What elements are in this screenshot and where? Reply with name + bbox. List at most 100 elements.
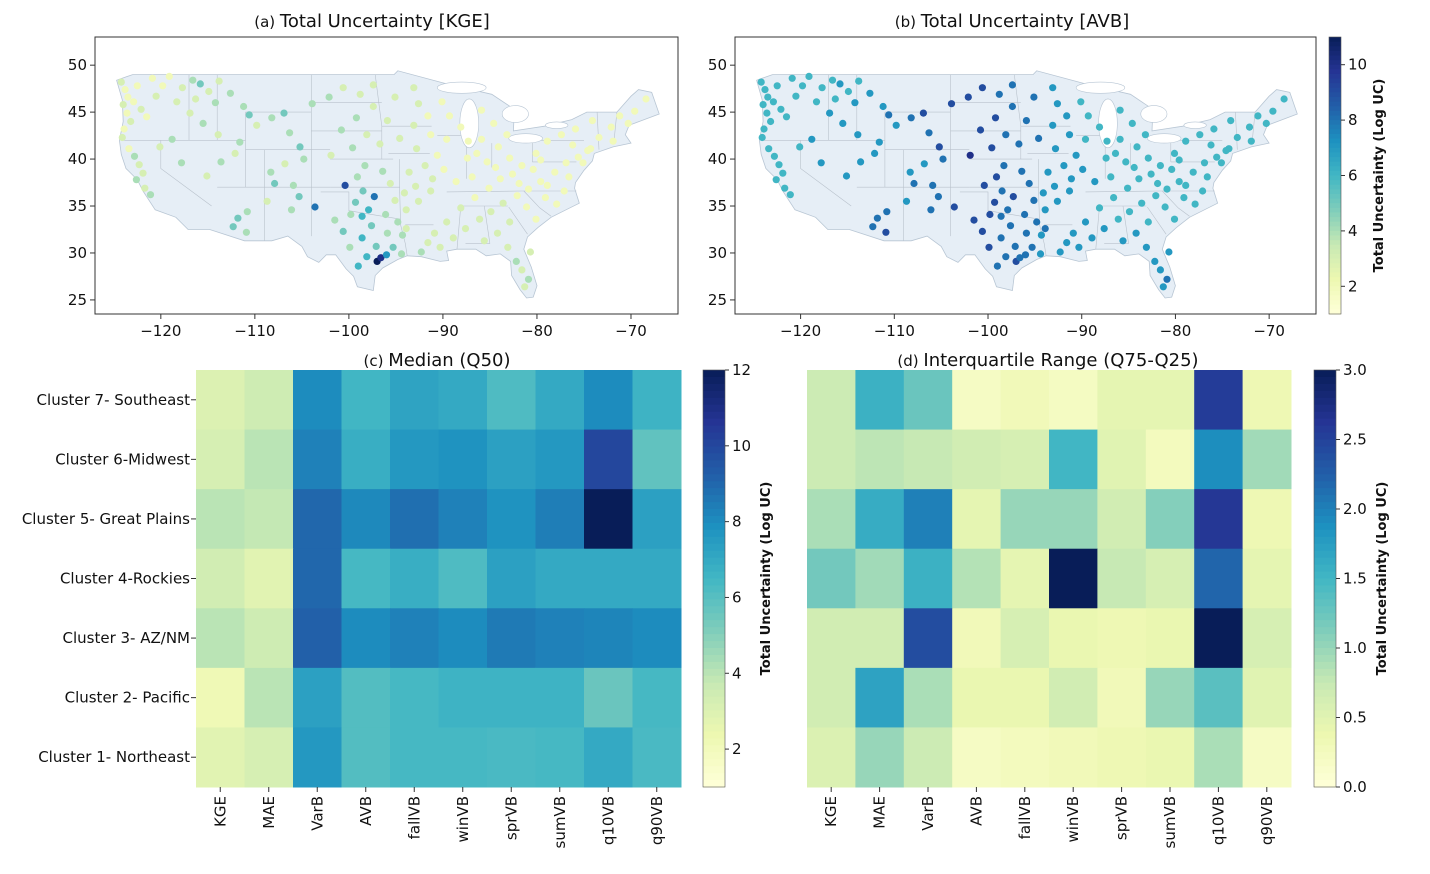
gauge-point <box>1269 107 1277 115</box>
great-lake <box>545 121 569 129</box>
gauge-point <box>883 208 891 216</box>
gauge-point <box>1156 162 1164 170</box>
gauge-point <box>541 194 550 202</box>
heatmap-cell <box>196 667 245 728</box>
gauge-point <box>133 82 141 90</box>
gauge-point <box>405 168 413 176</box>
gauge-point <box>779 169 787 177</box>
gauge-point <box>124 93 132 101</box>
gauge-point <box>1084 112 1092 120</box>
colorbar-segment <box>703 453 725 461</box>
great-lake <box>436 81 487 94</box>
gauge-point <box>369 102 377 111</box>
colorbar-segment <box>703 648 725 656</box>
heatmap-cell <box>438 608 488 669</box>
colorbar-segment <box>703 606 725 614</box>
heatmap-cell <box>244 727 294 788</box>
heatmap-cell <box>952 548 1002 609</box>
colorbar-frame <box>702 369 726 788</box>
panel-title-text: Median (Q50) <box>388 350 510 371</box>
gauge-point <box>214 131 222 139</box>
gauge-point <box>763 109 771 117</box>
gauge-point <box>1072 151 1080 159</box>
y-tick-label: 45 <box>68 103 87 121</box>
gauge-point <box>557 131 566 139</box>
gauge-point <box>367 222 376 230</box>
gauge-point <box>480 237 488 245</box>
colorbar-segment <box>1314 668 1336 677</box>
gauge-point <box>543 137 551 145</box>
gauge-point <box>1030 196 1038 204</box>
gauge-point <box>1147 170 1155 178</box>
colorbar-segment <box>1314 578 1336 587</box>
x-tick-label: −120 <box>140 322 181 340</box>
colorbar-segment <box>1329 41 1341 47</box>
state-boundary <box>1235 112 1238 150</box>
colorbar-segment <box>1329 101 1341 107</box>
heatmap-cell <box>903 489 953 550</box>
gauge-point <box>992 173 1001 181</box>
gauge-point <box>1222 147 1230 155</box>
gauge-point <box>339 84 347 92</box>
colorbar-segment <box>703 557 725 566</box>
gauge-point <box>1142 243 1150 251</box>
gauge-point <box>414 197 423 205</box>
gauge-point <box>1152 192 1160 200</box>
heatmap-cell <box>632 489 682 550</box>
gauge-point <box>396 134 404 142</box>
column-label: winVB <box>454 796 472 843</box>
column-label: q90VB <box>648 796 666 845</box>
gauge-point <box>571 125 580 133</box>
gauge-point <box>253 121 261 129</box>
state-boundary <box>399 159 408 256</box>
colorbar-segment <box>1329 304 1341 310</box>
gauge-point <box>920 160 928 168</box>
great-lake <box>1140 105 1168 123</box>
colorbar-segment <box>1329 244 1341 250</box>
colorbar-segment <box>1329 37 1341 43</box>
heatmap-cell <box>1049 548 1098 609</box>
gauge-point <box>767 117 775 126</box>
gauge-point <box>817 159 825 167</box>
gauge-point <box>443 218 451 226</box>
colorbar-d: 0.0 0.5 1.0 1.5 2.0 2.5 3.0 Total Uncertainty (… <box>1313 361 1390 796</box>
gauge-point <box>165 72 173 80</box>
gauge-point <box>521 283 529 291</box>
gauge-point <box>386 179 394 188</box>
gauge-point <box>1132 229 1140 237</box>
state-boundary <box>456 205 462 250</box>
colorbar-segment <box>1329 267 1341 274</box>
heatmap-cell <box>1242 548 1292 609</box>
gauge-point <box>770 152 779 160</box>
heatmap-cell <box>1194 667 1244 728</box>
gauge-point <box>398 231 407 239</box>
heatmap-cell <box>807 608 856 669</box>
colorbar-segment <box>703 745 725 753</box>
heatmap-cell <box>293 608 342 669</box>
gauge-point <box>765 145 773 153</box>
colorbar-segment <box>1329 161 1341 167</box>
heatmap-cell <box>535 727 585 788</box>
gauge-point <box>361 162 369 170</box>
colorbar-segment <box>1314 717 1336 726</box>
gauge-point <box>234 214 242 222</box>
colorbar-segment <box>1329 69 1341 75</box>
gauge-point <box>995 90 1003 98</box>
colorbar-segment <box>1329 263 1341 269</box>
column-label: fallVB <box>405 796 423 839</box>
gauge-point <box>493 229 502 237</box>
gauge-point <box>1028 243 1036 251</box>
colorbar-segment <box>703 773 725 781</box>
gauge-point <box>1196 131 1204 139</box>
column-label: sprVB <box>1113 796 1131 840</box>
gauge-point <box>1110 194 1118 202</box>
y-tick-label: 35 <box>68 197 87 215</box>
heatmap-cell <box>807 548 856 609</box>
gauge-point <box>607 123 615 131</box>
colorbar-segment <box>703 404 725 413</box>
colorbar-segment <box>703 550 725 559</box>
colorbar-segment <box>703 731 725 739</box>
panel-letter: (c) <box>363 352 388 370</box>
gauge-point <box>892 121 900 129</box>
colorbar-segment <box>1329 277 1341 283</box>
